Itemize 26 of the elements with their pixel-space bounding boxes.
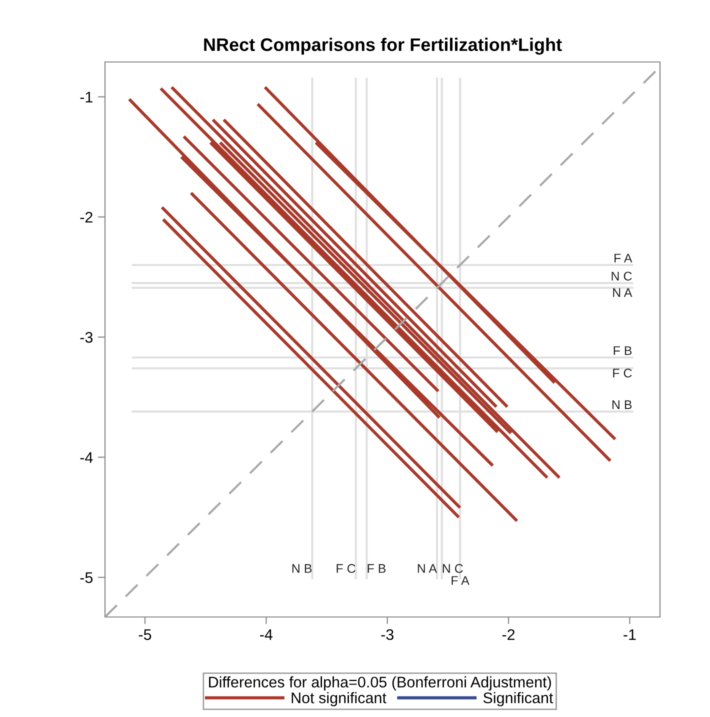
x-tick-label: -4 [260, 629, 273, 640]
ref-line-label: N B [292, 564, 312, 573]
ref-line-label: N A [613, 288, 632, 297]
y-tick-label: -2 [80, 212, 92, 223]
ref-line-label: F A [614, 254, 632, 262]
ref-line-label: F A [452, 576, 470, 585]
x-tick-label: -2 [502, 629, 515, 640]
ref-line-label: F C [336, 564, 356, 573]
y-tick-label: -1 [80, 92, 92, 102]
y-tick-label: -5 [80, 572, 93, 584]
legend-title: Differences for alpha=0.05 (Bonferroni Adjustment) [209, 676, 551, 691]
x-tick-label: -5 [138, 629, 152, 640]
ref-line-label: N A [418, 564, 438, 573]
y-tick-label: -3 [80, 332, 93, 343]
ref-line-label: N C [612, 272, 632, 281]
x-tick-label: -1 [624, 629, 636, 640]
chart-title: NRect Comparisons for Fertilization*Light [204, 38, 562, 55]
legend-label: Significant [483, 692, 554, 706]
y-tick-label: -4 [80, 452, 93, 463]
ref-line-label: F C [613, 368, 632, 378]
ref-line-label: N C [442, 564, 463, 573]
legend-label: Not significant [292, 692, 386, 706]
ref-line-label: F B [368, 564, 386, 573]
ref-line-label: N B [612, 400, 632, 409]
x-tick-label: -3 [381, 629, 394, 640]
ref-line-label: F B [614, 346, 632, 355]
